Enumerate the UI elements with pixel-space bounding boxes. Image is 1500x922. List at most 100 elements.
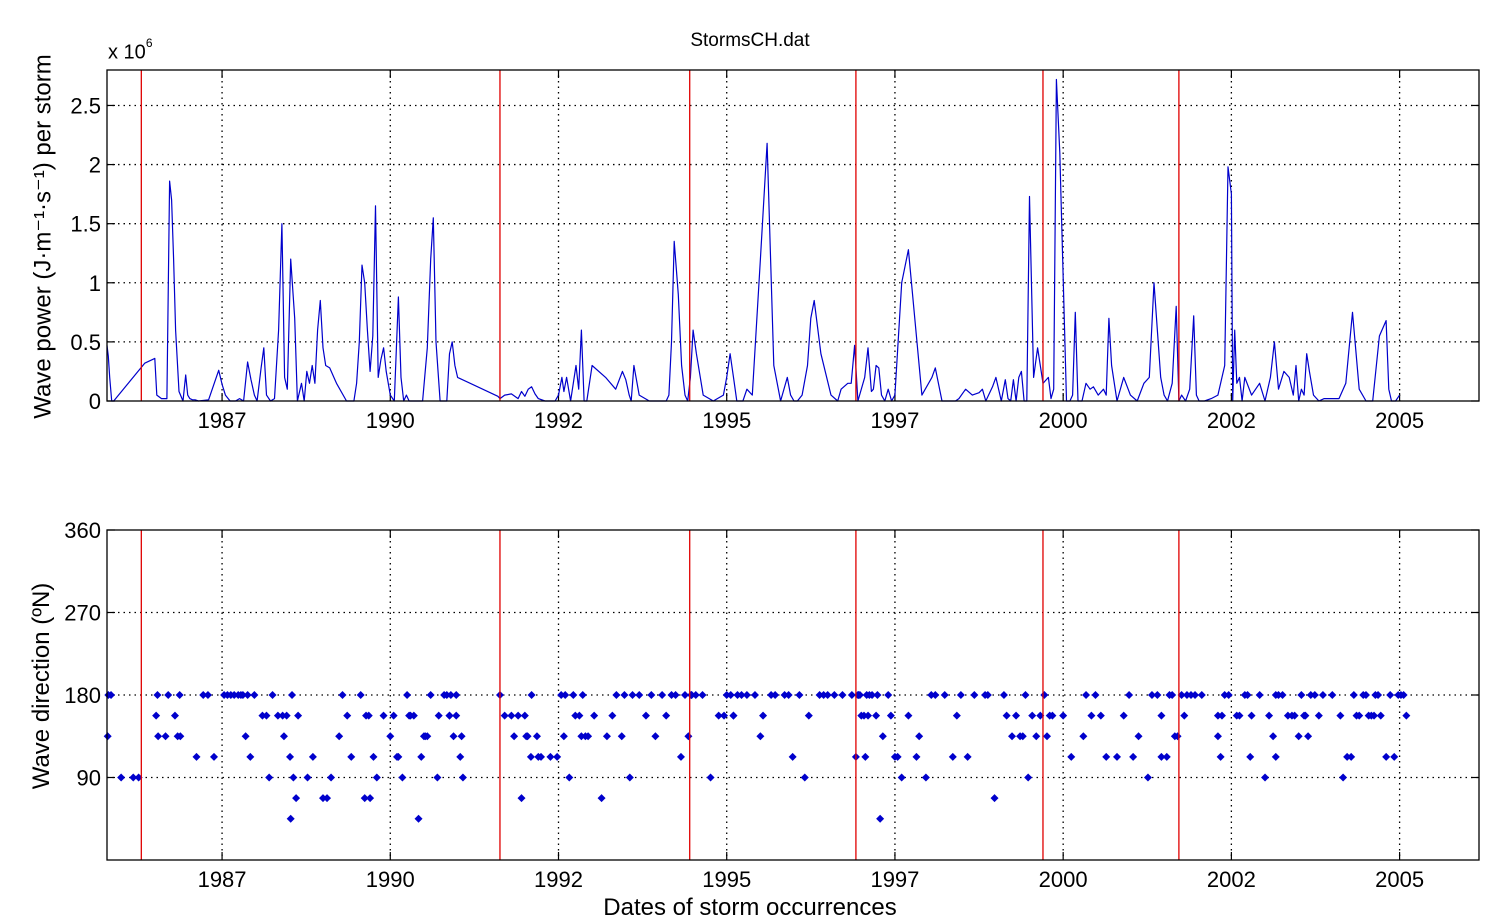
- direction-axes: 1987 1990 1992 1995 1997 2000 2002 2005 90 180 270…: [64, 518, 1480, 892]
- direction-marker: [417, 752, 426, 761]
- direction-marker: [386, 732, 395, 741]
- direction-marker: [103, 732, 112, 741]
- direction-marker: [1059, 711, 1068, 720]
- direction-marker: [409, 711, 418, 720]
- direction-marker: [362, 711, 371, 720]
- direction-marker: [1067, 752, 1076, 761]
- direction-marker: [651, 732, 660, 741]
- direction-marker: [1390, 752, 1399, 761]
- direction-marker: [823, 691, 832, 699]
- direction-marker: [398, 773, 407, 782]
- direction-marker: [1290, 711, 1299, 720]
- direction-marker: [1370, 711, 1379, 720]
- y-tick-label: 1: [89, 271, 101, 296]
- y-tick-label: 180: [64, 683, 101, 708]
- direction-marker: [1376, 711, 1385, 720]
- direction-marker: [625, 773, 634, 782]
- direction-marker: [602, 732, 611, 741]
- direction-marker: [426, 691, 435, 699]
- direction-marker: [1349, 691, 1358, 699]
- direction-marker: [265, 773, 274, 782]
- direction-marker: [203, 691, 212, 699]
- direction-marker: [1217, 711, 1226, 720]
- direction-marker: [1278, 691, 1287, 699]
- direction-marker: [1382, 752, 1391, 761]
- direction-marker: [434, 711, 443, 720]
- direction-marker: [1182, 691, 1191, 699]
- direction-marker: [164, 691, 173, 699]
- direction-marker: [956, 691, 965, 699]
- direction-marker: [289, 773, 298, 782]
- direction-marker: [912, 752, 921, 761]
- direction-marker: [857, 711, 866, 720]
- y-tick-label: 2.5: [70, 93, 101, 118]
- direction-marker: [684, 732, 693, 741]
- y-tick-label: 1.5: [70, 212, 101, 237]
- direction-marker: [722, 691, 731, 699]
- x-tick-label: 1992: [534, 408, 583, 433]
- direction-marker: [584, 732, 593, 741]
- direction-marker: [590, 711, 599, 720]
- direction-marker: [510, 732, 519, 741]
- direction-marker: [1246, 752, 1255, 761]
- direction-marker: [522, 732, 531, 741]
- direction-marker: [940, 691, 949, 699]
- direction-marker: [369, 752, 378, 761]
- direction-marker: [152, 711, 161, 720]
- direction-marker: [527, 691, 536, 699]
- power-series-line: [106, 78, 1401, 402]
- direction-marker: [1310, 691, 1319, 699]
- direction-marker: [1112, 752, 1121, 761]
- direction-marker: [864, 711, 873, 720]
- direction-marker: [635, 691, 644, 699]
- x-tick-label: 1992: [534, 867, 583, 892]
- x-tick-label: 1995: [702, 408, 751, 433]
- direction-marker: [250, 691, 259, 699]
- direction-marker: [1102, 752, 1111, 761]
- direction-marker: [577, 732, 586, 741]
- direction-marker: [238, 691, 247, 699]
- direction-marker: [1012, 711, 1021, 720]
- direction-marker: [1036, 711, 1045, 720]
- direction-marker: [662, 711, 671, 720]
- direction-marker: [578, 691, 587, 699]
- direction-marker: [915, 732, 924, 741]
- direction-marker: [750, 691, 759, 699]
- direction-marker: [532, 732, 541, 741]
- direction-marker: [872, 711, 881, 720]
- direction-marker: [303, 773, 312, 782]
- direction-marker: [1147, 691, 1156, 699]
- direction-marker: [1297, 691, 1306, 699]
- direction-marker: [514, 711, 523, 720]
- direction-marker: [246, 752, 255, 761]
- direction-marker: [288, 691, 297, 699]
- direction-marker: [658, 691, 667, 699]
- direction-marker: [861, 752, 870, 761]
- direction-marker: [294, 711, 303, 720]
- direction-marker: [161, 732, 170, 741]
- direction-marker: [199, 691, 208, 699]
- direction-marker: [868, 691, 877, 699]
- direction-marker: [507, 711, 516, 720]
- direction-marker: [209, 752, 218, 761]
- exponent-power: 6: [145, 36, 153, 50]
- direction-marker: [134, 773, 143, 782]
- direction-marker: [948, 752, 957, 761]
- direction-marker: [1213, 732, 1222, 741]
- direction-marker: [338, 691, 347, 699]
- direction-marker: [999, 691, 1008, 699]
- direction-marker: [1235, 711, 1244, 720]
- direction-marker: [1197, 691, 1206, 699]
- direction-marker: [452, 691, 461, 699]
- direction-marker: [565, 773, 574, 782]
- direction-marker: [526, 752, 535, 761]
- direction-marker: [597, 794, 606, 803]
- direction-marker: [1283, 711, 1292, 720]
- x-tick-label: 2005: [1375, 867, 1424, 892]
- direction-marker: [620, 691, 629, 699]
- direction-marker: [1265, 711, 1274, 720]
- direction-marker: [1168, 691, 1177, 699]
- direction-marker: [963, 752, 972, 761]
- direction-marker: [1187, 691, 1196, 699]
- direction-marker: [445, 711, 454, 720]
